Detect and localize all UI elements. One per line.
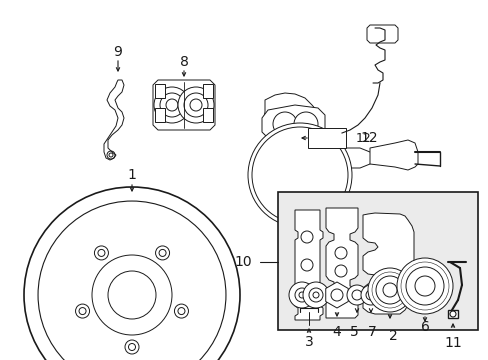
Bar — [447, 310, 457, 318]
Polygon shape — [366, 25, 397, 43]
Circle shape — [160, 93, 183, 117]
Text: 3: 3 — [304, 335, 313, 349]
Circle shape — [94, 246, 108, 260]
Circle shape — [293, 112, 317, 136]
Text: 12: 12 — [355, 131, 371, 144]
Bar — [307, 128, 346, 148]
Circle shape — [183, 93, 207, 117]
Polygon shape — [104, 80, 124, 160]
Polygon shape — [153, 80, 215, 130]
Circle shape — [405, 267, 443, 305]
Circle shape — [375, 276, 403, 304]
Text: 12: 12 — [359, 131, 377, 145]
Circle shape — [125, 340, 139, 354]
Circle shape — [38, 201, 225, 360]
Polygon shape — [262, 105, 325, 145]
Circle shape — [247, 123, 351, 227]
Polygon shape — [325, 148, 374, 168]
Circle shape — [155, 246, 169, 260]
Circle shape — [278, 138, 321, 182]
Text: 9: 9 — [113, 45, 122, 59]
Text: 7: 7 — [367, 325, 376, 339]
Polygon shape — [325, 208, 357, 318]
Circle shape — [108, 271, 156, 319]
Circle shape — [154, 87, 190, 123]
Circle shape — [272, 112, 296, 136]
Text: 1: 1 — [127, 168, 136, 182]
Text: 8: 8 — [179, 55, 188, 69]
Circle shape — [75, 304, 89, 318]
Text: 10: 10 — [234, 255, 251, 269]
Circle shape — [178, 87, 214, 123]
Circle shape — [367, 268, 411, 312]
Text: 5: 5 — [349, 325, 358, 339]
Polygon shape — [369, 140, 417, 170]
Circle shape — [288, 282, 314, 308]
Polygon shape — [325, 282, 347, 308]
Polygon shape — [362, 213, 413, 314]
Circle shape — [251, 127, 347, 223]
Text: 6: 6 — [420, 320, 428, 334]
Bar — [155, 108, 164, 122]
Circle shape — [294, 288, 308, 302]
Text: 4: 4 — [332, 325, 341, 339]
Circle shape — [303, 282, 328, 308]
Bar — [203, 108, 213, 122]
Circle shape — [396, 258, 452, 314]
Polygon shape — [294, 210, 323, 320]
Circle shape — [24, 187, 240, 360]
Circle shape — [92, 255, 172, 335]
Circle shape — [360, 285, 380, 305]
Bar — [203, 84, 213, 98]
Polygon shape — [263, 93, 327, 190]
Bar — [155, 84, 164, 98]
Circle shape — [174, 304, 188, 318]
Circle shape — [346, 285, 366, 305]
Text: 2: 2 — [388, 329, 397, 343]
Circle shape — [264, 125, 334, 195]
Circle shape — [449, 311, 455, 317]
Bar — [278, 192, 477, 330]
Circle shape — [308, 288, 323, 302]
Text: 11: 11 — [443, 336, 461, 350]
